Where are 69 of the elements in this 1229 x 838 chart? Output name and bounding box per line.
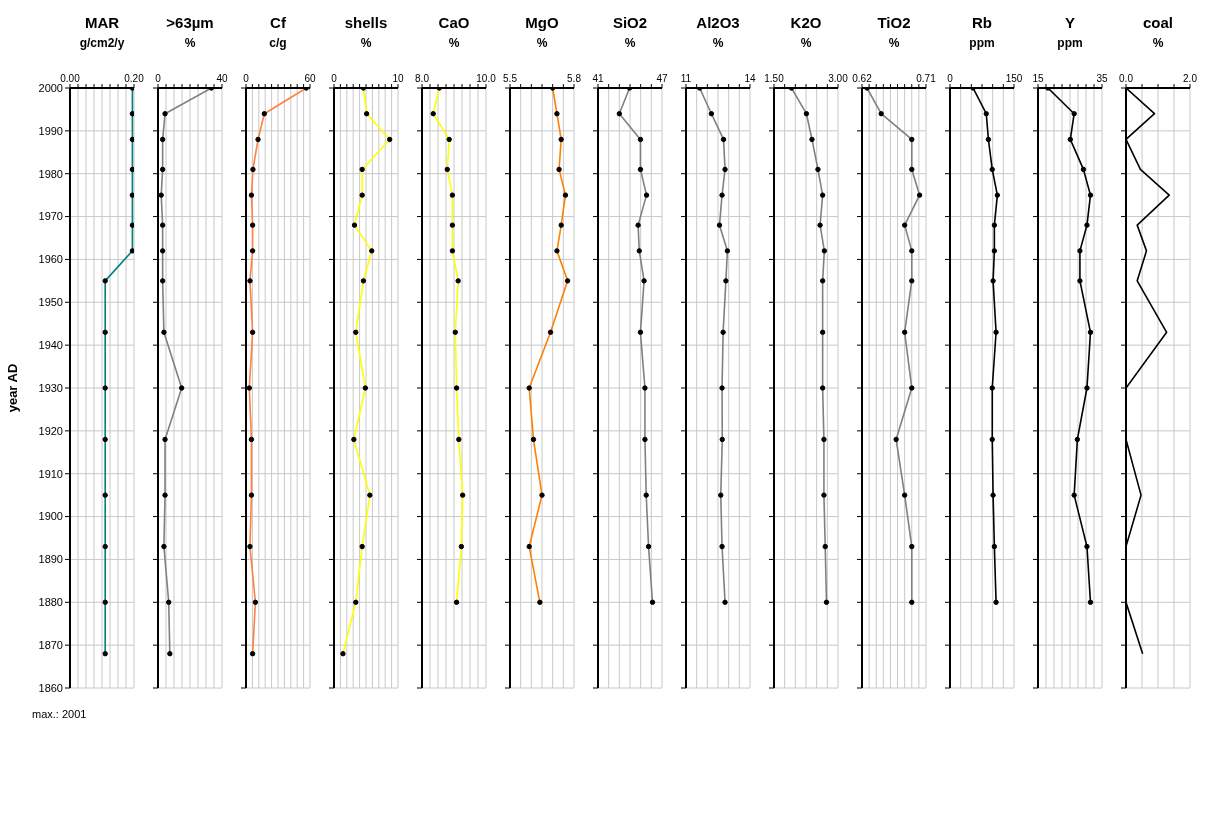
chart-title: K2O	[789, 14, 823, 33]
x-tick-label: 0.00	[60, 73, 81, 84]
y-tick-label: 1980	[38, 167, 63, 180]
chart-subtitle: %	[1151, 36, 1165, 52]
chart-title: TiO2	[876, 14, 912, 33]
chart-subtitle: g/cm2/y	[78, 36, 126, 52]
y-tick-label: 1890	[38, 553, 63, 566]
x-tick-label: 0.71	[916, 73, 937, 84]
chart-title: Rb	[971, 14, 993, 33]
chart-title: SiO2	[611, 14, 649, 33]
chart-subtitle: %	[183, 36, 197, 52]
x-tick-label: 5.5	[503, 73, 518, 84]
x-tick-label: 150	[1005, 73, 1023, 84]
chart-title: MAR	[83, 14, 121, 33]
chart-subtitle: %	[623, 36, 637, 52]
x-tick-label: 47	[656, 73, 668, 84]
x-tick-label: 2.0	[1183, 73, 1198, 84]
chart-subtitle: %	[535, 36, 549, 52]
x-tick-label: 14	[744, 73, 756, 84]
y-tick-label: 1870	[38, 639, 63, 652]
y-tick-label: 1970	[38, 210, 63, 223]
x-tick-label: 1.50	[764, 73, 785, 84]
y-tick-label: 1900	[38, 510, 63, 523]
x-tick-label: 0	[947, 73, 954, 84]
text: max.: 2001	[32, 708, 88, 720]
chart-title: Y	[1064, 14, 1076, 33]
y-tick-label: 1960	[38, 253, 63, 266]
x-tick-label: 0	[331, 73, 338, 84]
chart-subtitle: %	[887, 36, 901, 52]
y-tick-label: 1910	[38, 467, 63, 480]
x-tick-label: 0.20	[124, 73, 145, 84]
y-tick-label: 1950	[38, 296, 63, 309]
chart-subtitle: %	[359, 36, 373, 52]
chart-title: shells	[343, 14, 389, 33]
chart-title: CaO	[437, 14, 471, 33]
x-tick-label: 40	[216, 73, 228, 84]
chart-title: >63µm	[165, 14, 215, 33]
chart-title: Al2O3	[695, 14, 741, 33]
x-tick-label: 5.8	[567, 73, 582, 84]
y-tick-label: 1880	[38, 596, 63, 609]
chart-subtitle: %	[711, 36, 725, 52]
y-axis-title: year AD	[4, 363, 20, 413]
chart-subtitle: ppm	[968, 36, 996, 52]
chart-subtitle: %	[799, 36, 813, 52]
y-tick-label: 1930	[38, 381, 63, 394]
x-tick-label: 0.62	[852, 73, 873, 84]
chart-subtitle: %	[447, 36, 461, 52]
x-tick-label: 10	[392, 73, 404, 84]
x-tick-label: 10.0	[476, 73, 497, 84]
y-tick-label: 1920	[38, 424, 63, 437]
chart-title: coal	[1142, 14, 1174, 33]
x-tick-label: 11	[680, 73, 692, 84]
x-tick-label: 35	[1096, 73, 1108, 84]
chart-title: MgO	[524, 14, 560, 33]
x-tick-label: 3.00	[828, 73, 849, 84]
x-tick-label: 60	[304, 73, 316, 84]
x-tick-label: 8.0	[415, 73, 430, 84]
y-tick-label: 1990	[38, 124, 63, 137]
y-tick-label: 1860	[38, 681, 63, 694]
y-tick-label: 1940	[38, 339, 63, 352]
x-tick-label: 0	[155, 73, 162, 84]
chart-title: Cf	[269, 14, 287, 33]
chart-subtitle: ppm	[1056, 36, 1084, 52]
y-tick-label: 2000	[38, 81, 63, 94]
x-tick-label: 0	[243, 73, 250, 84]
chart-subtitle: c/g	[268, 36, 288, 52]
x-tick-label: 0.0	[1119, 73, 1134, 84]
x-tick-label: 41	[592, 73, 604, 84]
x-tick-label: 15	[1032, 73, 1044, 84]
